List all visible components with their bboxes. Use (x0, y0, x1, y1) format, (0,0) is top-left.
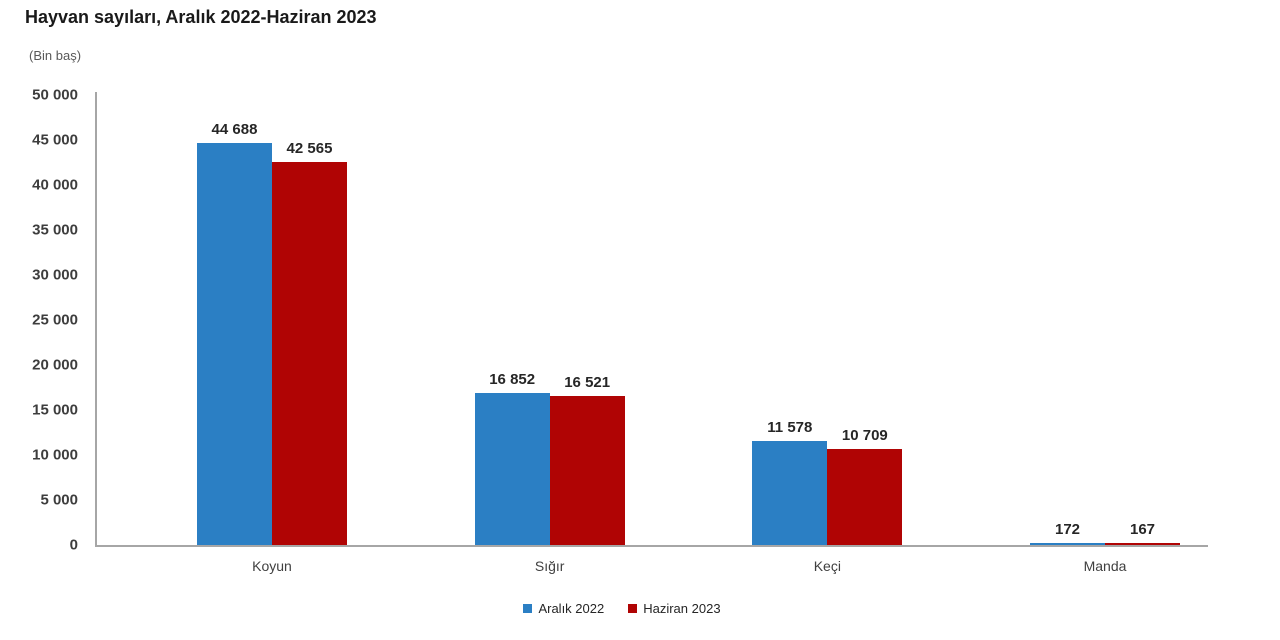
value-label-aralik-2022-keci: 11 578 (767, 418, 813, 436)
legend-item-aralik-2022: Aralık 2022 (523, 601, 604, 616)
chart-title: Hayvan sayıları, Aralık 2022-Haziran 202… (25, 7, 377, 27)
value-label-haziran-2023-keci: 10 709 (841, 426, 888, 444)
legend-swatch-aralik-2022 (523, 604, 533, 613)
value-label-aralik-2022-manda: 172 (1054, 521, 1081, 539)
bar-haziran-2023-koyun (272, 161, 347, 545)
value-label-haziran-2023-koyun: 42 565 (286, 139, 333, 157)
y-axis-labels: 0 5 000 10 000 15 000 20 000 25 000 30 000 35 0… (0, 0, 78, 640)
y-tick-label: 40 000 (32, 176, 78, 194)
x-category-label-keci: Keçi (813, 558, 841, 574)
y-tick-label: 45 000 (32, 131, 78, 149)
legend-label-aralik-2022: Aralık 2022 (538, 601, 605, 616)
y-tick-label: 10 000 (32, 446, 78, 464)
bar-haziran-2023-sigir (549, 396, 625, 545)
y-tick-label: 35 000 (32, 221, 78, 239)
legend-label-haziran-2023: Haziran 2023 (643, 601, 721, 616)
y-tick-label: 0 (69, 536, 78, 554)
y-axis-line (95, 92, 97, 546)
bar-aralik-2022-keci (752, 440, 828, 545)
x-category-label-sigir: Sığır (534, 558, 565, 574)
x-category-label-manda: Manda (1083, 558, 1127, 574)
x-axis-line (95, 545, 1208, 547)
bar-haziran-2023-manda (1105, 543, 1180, 545)
bar-aralik-2022-sigir (474, 393, 550, 545)
legend-item-haziran-2023: Haziran 2023 (628, 601, 721, 616)
bar-aralik-2022-manda (1030, 543, 1105, 545)
legend: Aralık 2022 Haziran 2023 (0, 601, 1244, 616)
value-label-aralik-2022-sigir: 16 852 (489, 371, 536, 389)
y-tick-label: 5 000 (40, 491, 78, 509)
bar-aralik-2022-koyun (197, 142, 272, 545)
y-tick-label: 30 000 (32, 266, 78, 284)
y-tick-label: 20 000 (32, 356, 78, 374)
y-tick-label: 50 000 (32, 86, 78, 104)
legend-swatch-haziran-2023 (628, 604, 638, 613)
chart-unit-note: (Bin baş) (29, 48, 82, 63)
value-label-aralik-2022-koyun: 44 688 (211, 120, 258, 138)
bar-haziran-2023-keci (827, 448, 903, 545)
x-category-label-koyun: Koyun (252, 558, 292, 574)
y-tick-label: 25 000 (32, 311, 78, 329)
value-label-haziran-2023-manda: 167 (1129, 521, 1156, 539)
value-label-haziran-2023-sigir: 16 521 (564, 374, 611, 392)
y-tick-label: 15 000 (32, 401, 78, 419)
